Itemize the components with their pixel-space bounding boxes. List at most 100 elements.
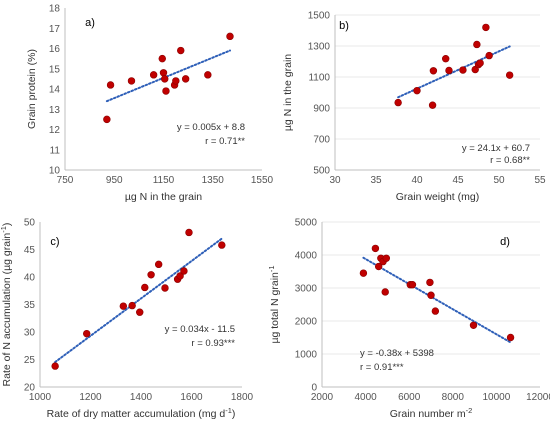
data-point <box>374 262 383 271</box>
data-point <box>429 67 438 75</box>
x-tick-label: 1600 <box>180 392 203 403</box>
data-point <box>204 71 212 79</box>
panel-1: 750 950 1150 1350 1550 10 11 12 13 14 15 16 17 18 µg N… <box>26 4 274 204</box>
data-point <box>476 59 484 67</box>
y-tick-label: 900 <box>313 104 330 115</box>
y-tick-label: 500 <box>313 166 330 177</box>
data-point <box>162 87 170 95</box>
x-tick-label: 1000 <box>29 392 52 403</box>
y-tick-label: 13 <box>49 105 61 116</box>
data-point <box>176 272 184 280</box>
y-axis-label: Grain protein (%) <box>26 49 38 129</box>
data-point <box>428 101 437 109</box>
y-tick-label: 1000 <box>295 350 318 361</box>
data-point <box>482 23 490 32</box>
y-tick-label: 5000 <box>295 218 318 229</box>
x-axis-label: Rate of dry matter accumulation (mg d-1) <box>47 406 236 420</box>
y-tick-label: 15 <box>49 64 61 75</box>
x-tick-label: 45 <box>452 175 464 186</box>
regression-equation: y = 0.005x + 8.8 <box>177 122 245 133</box>
data-point <box>226 32 234 41</box>
y-axis-label: µg total N grain-1 <box>267 265 281 343</box>
y-tick-label: 0 <box>311 383 317 394</box>
data-point <box>136 308 144 316</box>
y-axis-label: µg N in the grain <box>282 54 294 131</box>
data-point <box>506 333 515 342</box>
data-point <box>181 75 190 83</box>
data-point <box>149 71 158 79</box>
trendline <box>105 49 231 103</box>
y-tick-label: 40 <box>24 273 36 284</box>
correlation-coefficient: r = 0.68** <box>490 155 530 166</box>
y-tick-label: 30 <box>24 328 36 339</box>
x-tick-label: 8000 <box>442 392 465 403</box>
data-point <box>485 51 493 60</box>
y-tick-label: 25 <box>24 355 36 366</box>
data-point <box>371 244 380 253</box>
x-tick-label: 1550 <box>251 175 274 186</box>
panel-letter: b) <box>339 20 349 32</box>
correlation-coefficient: r = 0.91*** <box>360 362 404 373</box>
y-tick-label: 3000 <box>295 284 318 295</box>
data-point <box>180 267 188 275</box>
y-tick-label: 50 <box>24 218 36 229</box>
data-point <box>185 228 193 237</box>
data-point <box>161 284 169 292</box>
data-point <box>218 241 226 249</box>
data-point <box>442 55 450 63</box>
data-point <box>172 77 180 85</box>
data-point <box>473 40 481 49</box>
data-point <box>154 260 163 269</box>
y-tick-label: 20 <box>24 383 36 394</box>
trendline <box>362 256 512 344</box>
y-tick-label: 1100 <box>308 73 330 84</box>
x-tick-label: 1400 <box>130 392 153 403</box>
y-tick-label: 16 <box>49 44 61 55</box>
y-tick-label: 35 <box>24 300 36 311</box>
y-tick-label: 1500 <box>308 11 331 22</box>
panel-3: 1000 1200 1400 1600 1800 20 25 30 35 40 45 50 Rate o… <box>0 218 254 421</box>
trendline <box>54 237 223 364</box>
data-point <box>459 66 467 74</box>
data-point <box>83 329 91 338</box>
x-tick-label: 4000 <box>354 392 377 403</box>
data-point <box>161 75 169 83</box>
y-tick-label: 12 <box>49 125 61 136</box>
data-point <box>128 301 136 310</box>
y-tick-label: 14 <box>49 85 61 96</box>
y-tick-label: 700 <box>313 135 330 146</box>
data-point <box>158 54 166 63</box>
data-point <box>469 321 478 329</box>
x-tick-label: 1200 <box>79 392 102 403</box>
x-tick-label: 1800 <box>231 392 254 403</box>
data-point <box>106 81 115 89</box>
data-point <box>51 362 59 370</box>
x-tick-label: 40 <box>411 175 423 186</box>
data-point <box>147 271 155 279</box>
x-tick-label: 30 <box>329 175 341 186</box>
regression-equation: y = 0.034x - 11.5 <box>165 324 235 335</box>
data-point <box>413 86 421 95</box>
panel-letter: d) <box>500 236 510 248</box>
correlation-coefficient: r = 0.71** <box>205 136 245 147</box>
data-point <box>382 254 391 262</box>
x-tick-label: 6000 <box>398 392 421 403</box>
data-point <box>177 46 185 55</box>
x-tick-label: 750 <box>57 175 74 186</box>
x-axis-label: Grain number m-2 <box>390 406 473 420</box>
x-tick-label: 35 <box>370 175 382 186</box>
data-point <box>427 291 435 299</box>
regression-equation: y = 24.1x + 60.7 <box>462 143 530 154</box>
panel-letter: c) <box>50 236 59 248</box>
y-tick-label: 11 <box>50 145 61 156</box>
data-point <box>431 307 440 315</box>
data-point <box>445 66 453 75</box>
correlation-coefficient: r = 0.93*** <box>191 338 235 349</box>
regression-equation: y = -0.38x + 5398 <box>360 348 434 359</box>
data-point <box>359 269 368 277</box>
x-tick-label: 2000 <box>311 392 334 403</box>
data-point <box>426 278 434 287</box>
